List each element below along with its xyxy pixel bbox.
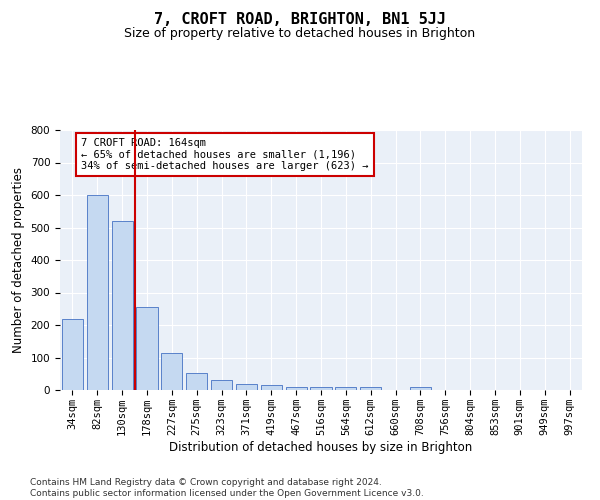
Bar [87, 195, 108, 390]
Bar [286, 387, 307, 390]
Bar [360, 387, 381, 390]
Y-axis label: Number of detached properties: Number of detached properties [12, 167, 25, 353]
Bar [410, 387, 431, 390]
Bar [310, 387, 332, 390]
Bar [261, 385, 282, 390]
Text: 7, CROFT ROAD, BRIGHTON, BN1 5JJ: 7, CROFT ROAD, BRIGHTON, BN1 5JJ [154, 12, 446, 28]
Bar [112, 221, 133, 390]
Bar [62, 320, 83, 390]
Bar [211, 380, 232, 390]
Bar [335, 387, 356, 390]
Bar [186, 373, 207, 390]
Text: Contains HM Land Registry data © Crown copyright and database right 2024.
Contai: Contains HM Land Registry data © Crown c… [30, 478, 424, 498]
X-axis label: Distribution of detached houses by size in Brighton: Distribution of detached houses by size … [169, 440, 473, 454]
Text: 7 CROFT ROAD: 164sqm
← 65% of detached houses are smaller (1,196)
34% of semi-de: 7 CROFT ROAD: 164sqm ← 65% of detached h… [81, 138, 368, 171]
Bar [136, 307, 158, 390]
Bar [236, 384, 257, 390]
Text: Size of property relative to detached houses in Brighton: Size of property relative to detached ho… [124, 28, 476, 40]
Bar [161, 354, 182, 390]
